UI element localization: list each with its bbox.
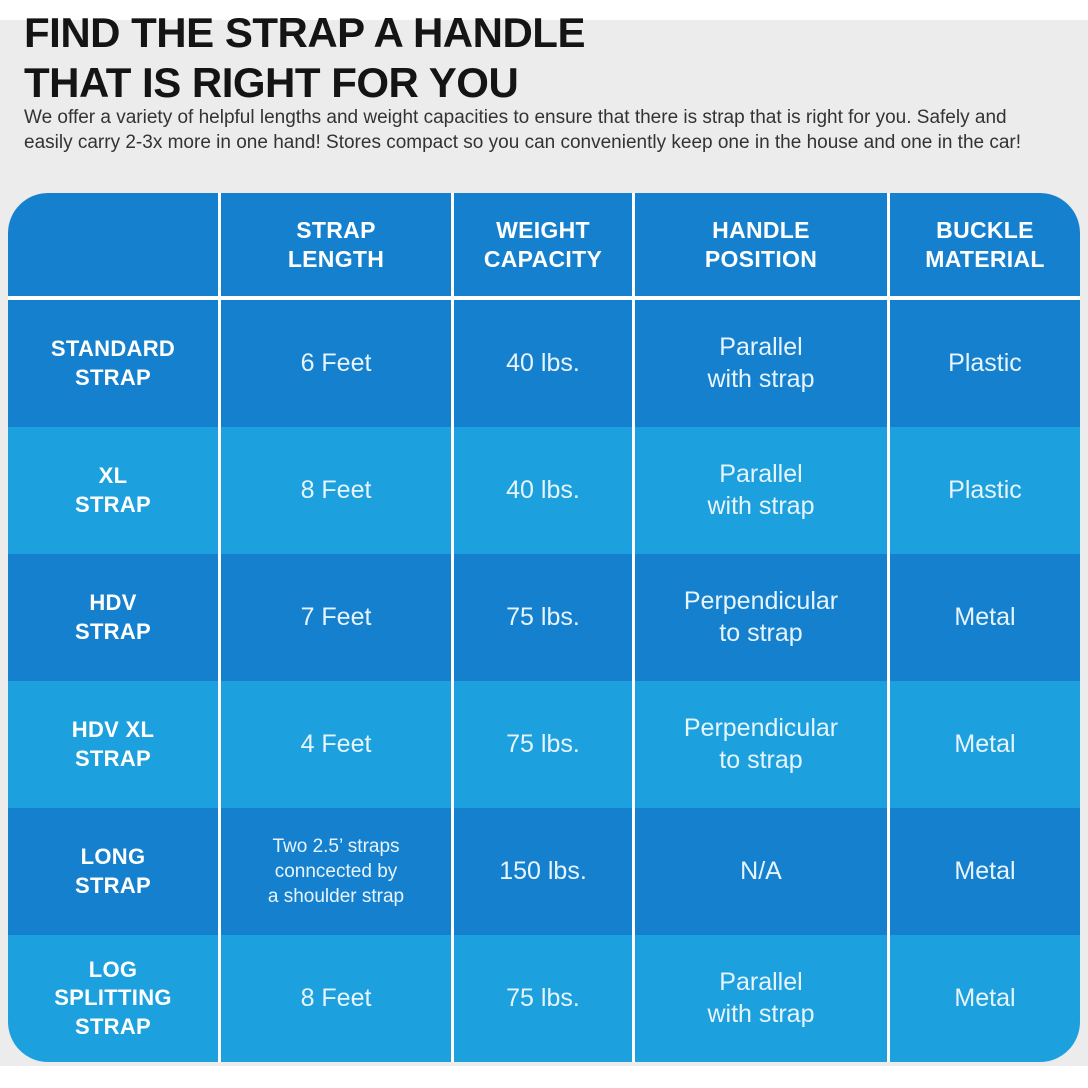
page-subtitle: We offer a variety of helpful lengths an… bbox=[24, 107, 1022, 153]
row-3-buckle-material: Metal bbox=[890, 681, 1080, 808]
table-corner-cell bbox=[8, 193, 218, 300]
title-line-2: THAT IS RIGHT FOR YOU bbox=[24, 59, 519, 107]
row-3-strap-length: 4 Feet bbox=[221, 681, 451, 808]
title-line-1: FIND THE STRAP A HANDLE bbox=[24, 9, 585, 56]
comparison-table: STRAP LENGTH WEIGHT CAPACITY HANDLE POSITI… bbox=[8, 193, 1080, 1062]
row-2-name: HDV STRAP bbox=[8, 554, 218, 681]
row-1-strap-length: 8 Feet bbox=[221, 427, 451, 554]
row-3-name: HDV XL STRAP bbox=[8, 681, 218, 808]
row-4-handle-position: N/A bbox=[635, 808, 887, 935]
row-3-weight-capacity: 75 lbs. bbox=[454, 681, 632, 808]
row-1-handle-position: Parallel with strap bbox=[635, 427, 887, 554]
row-5-strap-length: 8 Feet bbox=[221, 935, 451, 1062]
column-header-buckle-material: BUCKLE MATERIAL bbox=[890, 193, 1080, 300]
page-title: FIND THE STRAP A HANDLE THAT IS RIGHT FOR… bbox=[24, 8, 585, 109]
row-2-buckle-material: Metal bbox=[890, 554, 1080, 681]
row-5-name: LOG SPLITTING STRAP bbox=[8, 935, 218, 1062]
column-header-weight-capacity: WEIGHT CAPACITY bbox=[454, 193, 632, 300]
row-0-strap-length: 6 Feet bbox=[221, 300, 451, 427]
row-0-buckle-material: Plastic bbox=[890, 300, 1080, 427]
row-4-name: LONG STRAP bbox=[8, 808, 218, 935]
row-4-buckle-material: Metal bbox=[890, 808, 1080, 935]
row-0-name: STANDARD STRAP bbox=[8, 300, 218, 427]
row-2-strap-length: 7 Feet bbox=[221, 554, 451, 681]
row-5-weight-capacity: 75 lbs. bbox=[454, 935, 632, 1062]
column-header-handle-position: HANDLE POSITION bbox=[635, 193, 887, 300]
row-0-handle-position: Parallel with strap bbox=[635, 300, 887, 427]
row-2-weight-capacity: 75 lbs. bbox=[454, 554, 632, 681]
row-2-handle-position: Perpendicular to strap bbox=[635, 554, 887, 681]
row-4-weight-capacity: 150 lbs. bbox=[454, 808, 632, 935]
row-0-weight-capacity: 40 lbs. bbox=[454, 300, 632, 427]
row-5-handle-position: Parallel with strap bbox=[635, 935, 887, 1062]
row-5-buckle-material: Metal bbox=[890, 935, 1080, 1062]
row-1-name: XL STRAP bbox=[8, 427, 218, 554]
row-1-weight-capacity: 40 lbs. bbox=[454, 427, 632, 554]
row-4-strap-length: Two 2.5’ straps conncected by a shoulder… bbox=[221, 808, 451, 935]
row-1-buckle-material: Plastic bbox=[890, 427, 1080, 554]
row-3-handle-position: Perpendicular to strap bbox=[635, 681, 887, 808]
column-header-strap-length: STRAP LENGTH bbox=[221, 193, 451, 300]
